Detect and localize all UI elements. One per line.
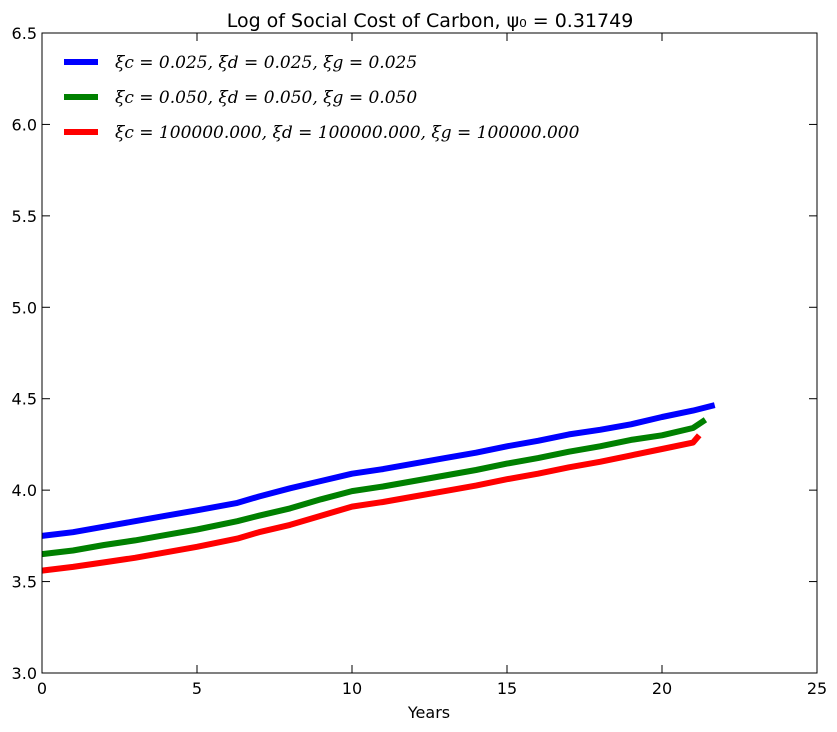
y-tick-label: 6.0 [12, 115, 37, 134]
legend-label-2: ξc = 0.050, ξd = 0.050, ξg = 0.050 [115, 88, 417, 108]
plot-lines [41, 402, 716, 574]
y-tick-label: 4.5 [12, 390, 37, 409]
plot-frame [41, 32, 818, 674]
y-tick-label: 5.5 [12, 207, 37, 226]
y-tick-label: 3.0 [12, 664, 37, 683]
x-tick-label: 0 [37, 679, 47, 698]
x-tick-label: 5 [192, 679, 202, 698]
chart-title: Log of Social Cost of Carbon, ψ₀ = 0.317… [227, 10, 634, 32]
legend: ξc = 0.025, ξd = 0.025, ξg = 0.025 ξc = 0… [64, 53, 580, 143]
series-line-2 [41, 417, 708, 558]
y-tick-label: 4.0 [12, 481, 37, 500]
x-tick-label: 10 [342, 679, 362, 698]
series-line-3 [41, 433, 702, 574]
series-line-1 [41, 402, 716, 539]
y-tick-label: 5.0 [12, 298, 37, 317]
axis-ticks: 0 5 10 15 20 25 3.0 3.5 4.0 4.5 5.0 5.5 6.0 6.5 [12, 24, 828, 698]
y-tick-label: 3.5 [12, 573, 37, 592]
x-tick-label: 25 [807, 679, 827, 698]
y-tick-label: 6.5 [12, 24, 37, 43]
x-axis-label: Years [407, 703, 450, 722]
x-tick-label: 20 [652, 679, 672, 698]
legend-label-3: ξc = 100000.000, ξd = 100000.000, ξg = 1… [115, 123, 580, 143]
legend-label-1: ξc = 0.025, ξd = 0.025, ξg = 0.025 [115, 53, 417, 73]
x-tick-label: 15 [497, 679, 517, 698]
